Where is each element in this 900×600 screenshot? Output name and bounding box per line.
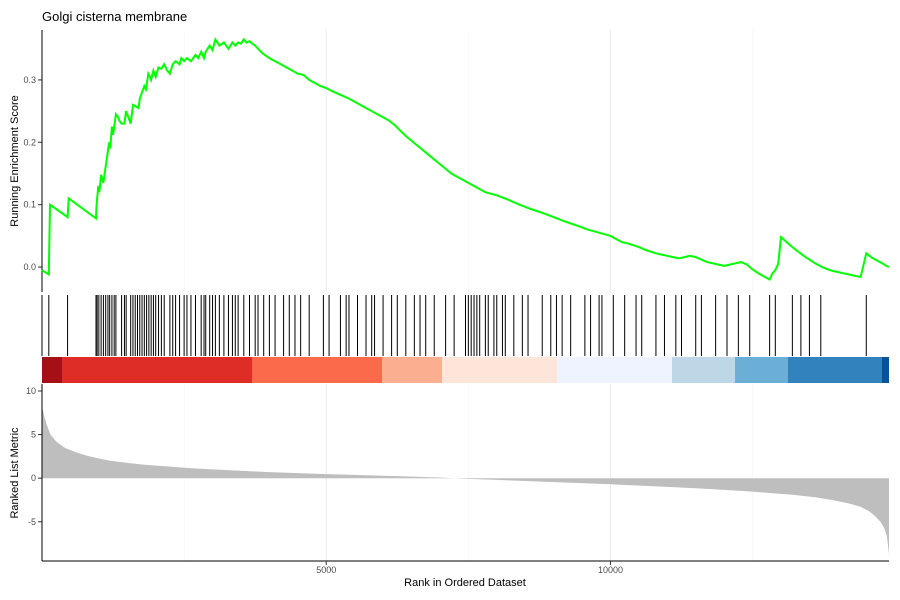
ranked-y-tick-label-1: 5 — [31, 430, 36, 440]
color-bar-salmon — [382, 357, 442, 383]
running-enrichment-line — [41, 36, 890, 281]
color-bar-blue — [735, 357, 788, 383]
enrichment-y-tick-label-0: 0.0 — [23, 262, 36, 272]
enrichment-y-axis-title: Running Enrichment Score — [9, 95, 21, 226]
x-tick-label-1: 10000 — [598, 565, 623, 575]
enrichment-score-panel: 0.0 0.1 0.2 0.3 Running Enrichment Score — [9, 30, 890, 292]
gene-hits-panel — [41, 295, 867, 356]
gene-hit-marks — [48, 295, 867, 356]
x-axis-title: Rank in Ordered Dataset — [404, 577, 526, 589]
x-axis-ticks: 5000 10000 — [316, 561, 623, 575]
color-bar-pale-blue — [557, 357, 672, 383]
ranked-y-tick-label-2: 0 — [31, 473, 36, 483]
rank-color-bar — [42, 357, 889, 383]
color-bar-light-peach — [442, 357, 557, 383]
color-bar-light-blue — [672, 357, 735, 383]
enrichment-y-tick-label-3: 0.3 — [23, 75, 36, 85]
ranked-metric-area — [42, 406, 889, 555]
color-bar-orange — [252, 357, 382, 383]
chart-title: Golgi cisterna membrane — [42, 9, 187, 24]
ranked-y-ticks: 10 5 0 -5 — [26, 386, 42, 527]
ranked-metric-panel: 10 5 0 -5 5000 10000 Rank in Ordered Dataset… — [9, 384, 889, 589]
color-bar-red — [62, 357, 252, 383]
ranked-y-tick-label-3: -5 — [28, 517, 36, 527]
enrichment-y-tick-label-2: 0.2 — [23, 137, 36, 147]
x-tick-label-0: 5000 — [316, 565, 336, 575]
color-bar-dark-red — [42, 357, 62, 383]
color-bar-navy — [882, 357, 889, 383]
ranked-y-axis-title: Ranked List Metric — [9, 427, 21, 519]
enrichment-grid — [183, 30, 753, 292]
enrichment-y-ticks: 0.0 0.1 0.2 0.3 — [23, 75, 42, 272]
enrichment-y-tick-label-1: 0.1 — [23, 200, 36, 210]
ranked-y-tick-label-0: 10 — [26, 386, 36, 396]
color-bar-deep-blue — [788, 357, 882, 383]
